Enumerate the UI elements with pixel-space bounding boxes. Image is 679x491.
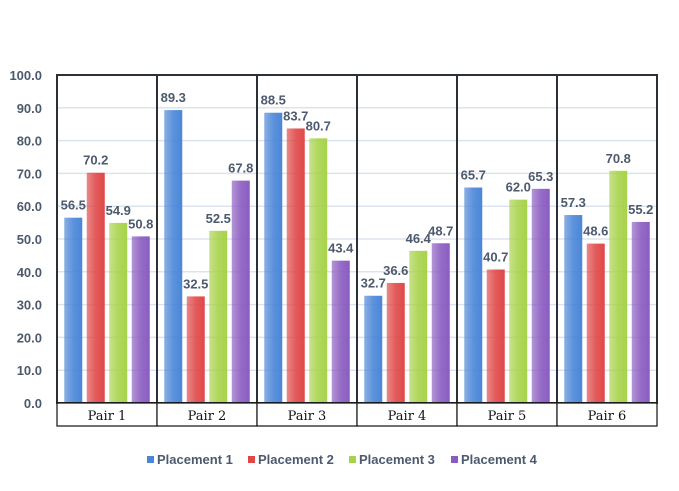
bar-placement-2-pair-4 <box>386 282 405 403</box>
bar-placement-3-pair-6 <box>609 170 628 403</box>
y-tick-label: 80.0 <box>17 134 42 149</box>
legend: Placement 1 Placement 2 Placement 3 Placeme… <box>147 452 538 467</box>
data-label: 36.6 <box>383 263 408 278</box>
y-tick-label: 60.0 <box>17 199 42 214</box>
data-label: 56.5 <box>61 198 86 213</box>
bar-placement-4-pair-2 <box>231 180 250 403</box>
y-tick-label: 100.0 <box>9 68 42 83</box>
y-tick-label: 0.0 <box>24 396 42 411</box>
legend-label: Placement 1 <box>157 452 233 467</box>
bar-placement-3-pair-2 <box>209 230 228 403</box>
bar-placement-1-pair-4 <box>364 295 383 403</box>
y-tick-label: 10.0 <box>17 363 42 378</box>
data-label: 70.8 <box>606 151 631 166</box>
legend-swatch <box>147 456 154 463</box>
bar-placement-1-pair-3 <box>264 112 283 403</box>
bars <box>64 110 650 404</box>
y-tick-label: 30.0 <box>17 298 42 313</box>
data-label: 43.4 <box>328 241 354 256</box>
y-tick-label: 50.0 <box>17 232 42 247</box>
data-label: 32.5 <box>183 276 208 291</box>
data-label: 67.8 <box>228 161 253 176</box>
legend-label: Placement 2 <box>258 452 334 467</box>
bar-placement-3-pair-5 <box>509 199 528 403</box>
category-label: Pair 6 <box>588 409 627 424</box>
bar-placement-1-pair-5 <box>464 187 483 403</box>
legend-label: Placement 4 <box>461 452 538 467</box>
data-label: 32.7 <box>361 276 386 291</box>
data-label: 48.7 <box>428 223 453 238</box>
bar-placement-2-pair-5 <box>486 269 505 403</box>
bar-placement-3-pair-4 <box>409 250 428 403</box>
data-label: 62.0 <box>506 180 531 195</box>
bar-placement-1-pair-1 <box>64 217 83 403</box>
y-tick-label: 70.0 <box>17 166 42 181</box>
legend-swatch <box>248 456 255 463</box>
legend-label: Placement 3 <box>359 452 435 467</box>
data-label: 65.3 <box>528 169 553 184</box>
bar-placement-4-pair-5 <box>531 188 550 403</box>
data-label: 57.3 <box>561 195 586 210</box>
bar-placement-2-pair-1 <box>86 172 105 403</box>
data-label: 40.7 <box>483 250 508 265</box>
bar-placement-2-pair-6 <box>586 243 605 403</box>
bar-placement-1-pair-6 <box>564 215 583 403</box>
data-label: 65.7 <box>461 168 486 183</box>
data-label: 54.9 <box>106 203 131 218</box>
legend-swatch <box>349 456 356 463</box>
category-axis: Pair 1 Pair 2 Pair 3 Pair 4 Pair 5 Pair 6 <box>56 402 658 427</box>
y-tick-label: 90.0 <box>17 101 42 116</box>
legend-swatch <box>451 456 458 463</box>
data-label: 83.7 <box>283 108 308 123</box>
category-label: Pair 5 <box>488 409 527 424</box>
bar-placement-4-pair-1 <box>131 236 150 403</box>
bar-placement-3-pair-1 <box>109 222 128 403</box>
data-label: 50.8 <box>128 216 153 231</box>
data-label: 70.2 <box>83 153 108 168</box>
category-cell <box>556 402 658 427</box>
data-label: 55.2 <box>628 202 653 217</box>
category-label: Pair 1 <box>88 409 127 424</box>
data-label: 52.5 <box>206 211 231 226</box>
bar-placement-3-pair-3 <box>309 138 328 403</box>
bar-placement-2-pair-3 <box>286 128 305 404</box>
data-label: 80.7 <box>306 118 331 133</box>
bar-placement-2-pair-2 <box>186 296 205 403</box>
category-label: Pair 4 <box>388 409 427 424</box>
data-labels: 56.5 70.2 54.950.8 89.3 32.5 52.5 67.8 88.583.7… <box>61 90 654 291</box>
bar-placement-4-pair-3 <box>331 260 350 403</box>
data-label: 89.3 <box>161 90 186 105</box>
bar-placement-1-pair-2 <box>164 110 183 403</box>
data-label: 46.4 <box>406 231 432 246</box>
y-axis: 0.0 10.0 20.0 30.0 40.0 50.0 60.0 70.0 80.0 90.0 1… <box>9 68 42 411</box>
y-tick-label: 20.0 <box>17 330 42 345</box>
data-label: 88.5 <box>261 93 286 108</box>
bar-placement-4-pair-4 <box>431 243 450 403</box>
category-label: Pair 2 <box>188 409 227 424</box>
y-tick-label: 40.0 <box>17 265 42 280</box>
data-label: 48.6 <box>583 224 608 239</box>
bar-placement-4-pair-6 <box>631 221 650 403</box>
category-label: Pair 3 <box>288 409 327 424</box>
